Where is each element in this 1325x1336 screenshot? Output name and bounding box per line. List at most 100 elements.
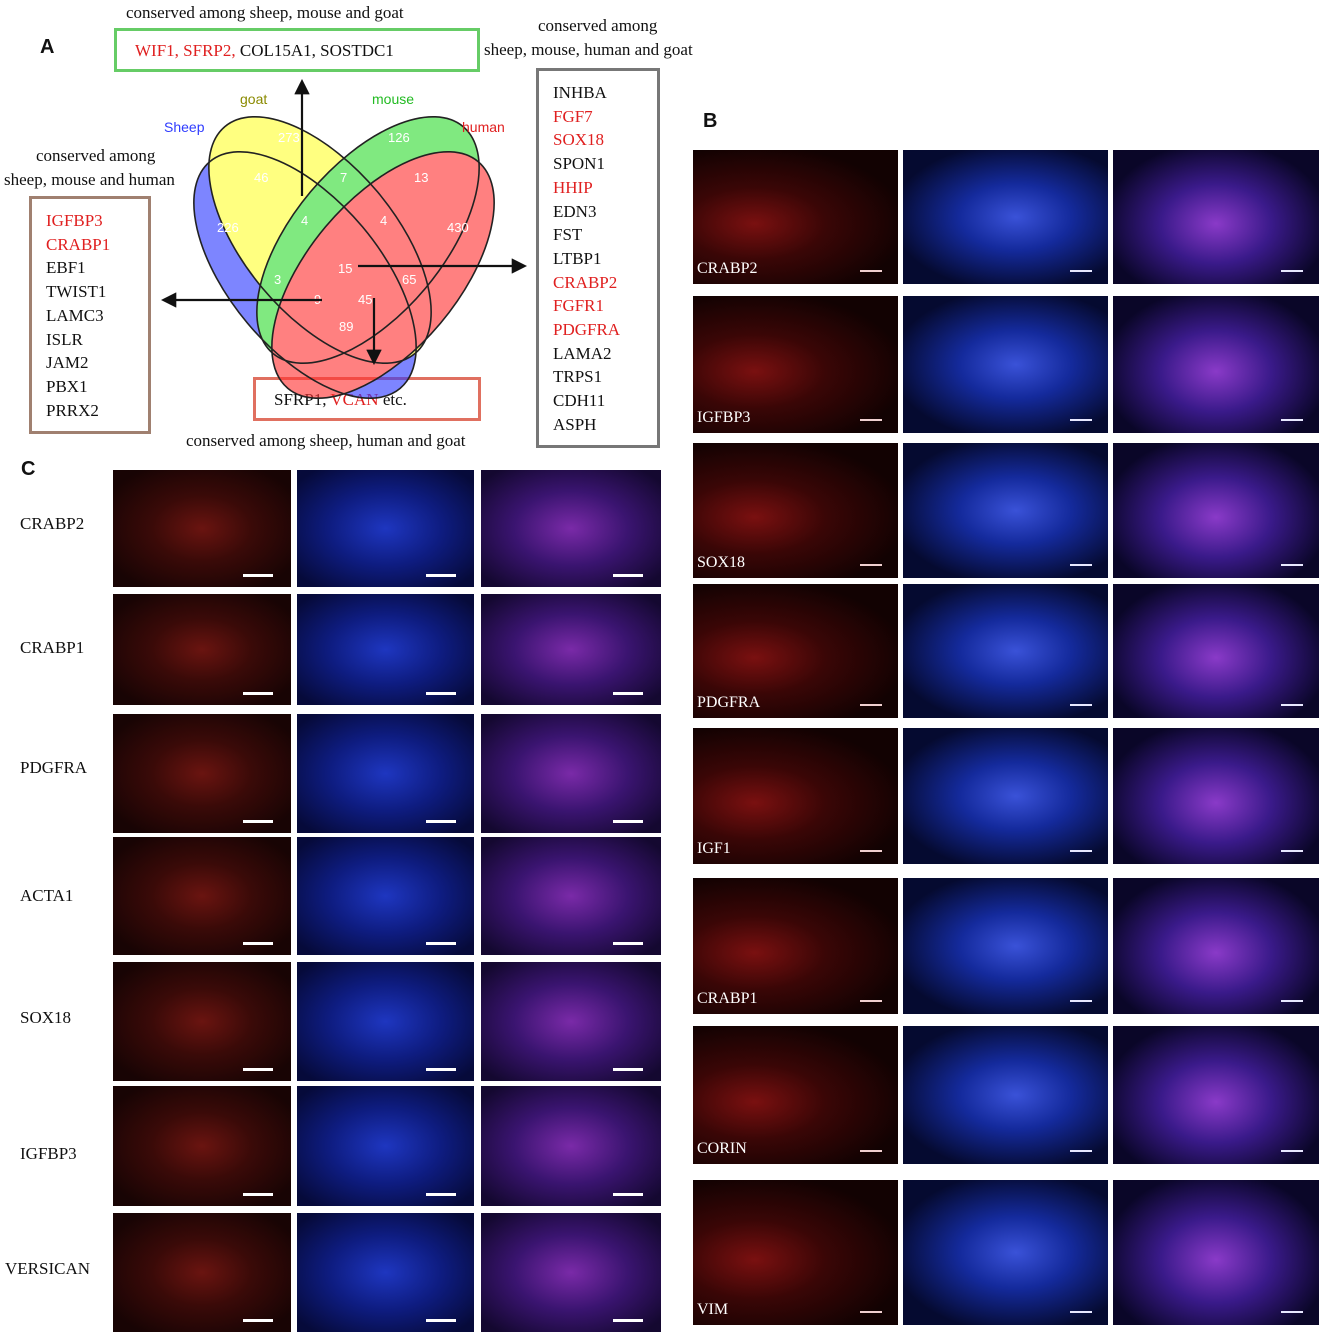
scale-bar	[1281, 564, 1303, 566]
scale-bar	[613, 820, 643, 823]
scale-bar	[613, 1068, 643, 1071]
venn-count-mouse-only: 126	[388, 130, 410, 145]
scale-bar	[1281, 270, 1303, 272]
panel-b-micrograph	[1113, 150, 1319, 284]
scale-bar	[426, 820, 456, 823]
right-gene: LAMA2	[553, 343, 612, 363]
panel-c-micrograph	[481, 594, 661, 705]
right-gene: INHBA	[553, 83, 607, 102]
right-gene: FGFR1	[553, 296, 605, 316]
venn-count-human-only: 430	[447, 220, 469, 235]
left-gene: IGFBP3	[46, 211, 103, 230]
venn-count-goat-mouse-human: 4	[380, 213, 387, 228]
scale-bar	[1281, 419, 1303, 421]
panel-c-micrograph	[481, 837, 661, 955]
panel-b-micrograph	[903, 878, 1108, 1014]
scale-bar	[243, 1193, 273, 1196]
right-gene: CDH11	[553, 391, 606, 411]
panel-b-row-label: PDGFRA	[697, 694, 761, 711]
panel-b-micrograph	[903, 296, 1108, 433]
scale-bar	[243, 574, 273, 577]
right-gene: PDGFRA	[553, 320, 621, 340]
venn-label-mouse: mouse	[372, 91, 414, 107]
panel-b-micrograph	[903, 728, 1108, 864]
panel-c-row-label: IGFBP3	[20, 1144, 77, 1163]
panel-letter-a: A	[40, 36, 55, 58]
scale-bar	[613, 1193, 643, 1196]
panel-c-row-label: CRABP2	[20, 514, 85, 533]
panel-c-micrograph	[297, 714, 474, 833]
panel-b-micrograph	[1113, 728, 1319, 864]
panel-b-row-label: CRABP1	[697, 990, 758, 1007]
scale-bar	[860, 1150, 882, 1152]
right-gene: FST	[553, 225, 583, 245]
scale-bar	[1070, 850, 1092, 852]
right-gene: FGF7	[553, 106, 593, 126]
top-callout-red-genes: WIF1, SFRP2,	[135, 41, 236, 60]
right-callout-caption-2: sheep, mouse, human and goat	[484, 40, 693, 59]
panel-c-micrograph	[481, 470, 661, 587]
panel-b-micrograph: PDGFRA	[693, 584, 898, 718]
right-gene: EDN3	[553, 201, 597, 221]
panel-c-micrograph	[113, 837, 291, 955]
panel-b-micrograph	[1113, 1026, 1319, 1164]
right-gene: SOX18	[553, 130, 605, 150]
panel-c-row-label: SOX18	[20, 1008, 72, 1027]
left-gene: JAM2	[46, 353, 89, 373]
panel-letter-b: B	[703, 110, 718, 132]
left-callout-box: IGFBP3 CRABP1 EBF1 TWIST1 LAMC3 ISLR JAM2 PBX1 P…	[29, 196, 151, 434]
scale-bar	[1070, 270, 1092, 272]
scale-bar	[426, 692, 456, 695]
venn-count-sheep-mouse: 3	[274, 272, 281, 287]
panel-c-micrograph	[113, 470, 291, 587]
venn-count-goat-human: 65	[402, 272, 416, 287]
venn-count-sheep-only: 226	[217, 220, 239, 235]
panel-c-row-label: VERSICAN	[5, 1259, 91, 1278]
scale-bar	[1281, 1150, 1303, 1152]
panel-b-micrograph	[903, 150, 1108, 284]
right-gene: SPON1	[553, 154, 605, 174]
scale-bar	[613, 942, 643, 945]
bottom-callout-caption: conserved among sheep, human and goat	[186, 431, 466, 450]
scale-bar	[426, 574, 456, 577]
panel-b-row-label: VIM	[697, 1301, 729, 1318]
scale-bar	[243, 820, 273, 823]
panel-c-row-label: PDGFRA	[20, 758, 88, 777]
left-gene: EBF1	[46, 258, 86, 278]
panel-b-micrograph	[1113, 443, 1319, 578]
venn-count-goat-only: 273	[278, 130, 300, 145]
scale-bar	[1070, 1150, 1092, 1152]
panel-c-micrograph	[481, 962, 661, 1081]
panel-c-micrograph	[481, 714, 661, 833]
scale-bar	[243, 1068, 273, 1071]
scale-bar	[1070, 1000, 1092, 1002]
left-callout-caption-2: sheep, mouse and human	[4, 170, 175, 189]
scale-bar	[860, 850, 882, 852]
right-gene: LTBP1	[553, 248, 602, 268]
scale-bar	[1070, 564, 1092, 566]
right-gene: ASPH	[553, 414, 597, 434]
scale-bar	[1070, 704, 1092, 706]
panel-b-micrograph: CRABP2	[693, 150, 898, 284]
venn-label-human: human	[462, 119, 505, 135]
scale-bar	[426, 1193, 456, 1196]
scale-bar	[1070, 419, 1092, 421]
left-gene: LAMC3	[46, 305, 104, 325]
top-callout-black-genes: COL15A1, SOSTDC1	[235, 41, 394, 60]
venn-count-goat-mouse: 7	[340, 170, 347, 185]
right-callout-box: INHBA FGF7 SOX18 SPON1 HHIP EDN3 FST LTBP1 CRABP…	[536, 68, 660, 448]
venn-ellipse-human	[271, 151, 495, 399]
panel-c-micrograph	[481, 1086, 661, 1206]
scale-bar	[243, 1319, 273, 1322]
left-gene: PBX1	[46, 376, 88, 396]
venn-label-sheep: Sheep	[164, 119, 205, 135]
left-gene: TWIST1	[46, 282, 107, 302]
panel-c-micrograph	[113, 714, 291, 833]
venn-count-all-four: 15	[338, 261, 352, 276]
panel-b-micrograph	[903, 443, 1108, 578]
panel-b-micrograph: CORIN	[693, 1026, 898, 1164]
scale-bar	[243, 692, 273, 695]
left-gene: CRABP1	[46, 234, 111, 254]
panel-c-micrograph	[113, 1086, 291, 1206]
scale-bar	[613, 574, 643, 577]
